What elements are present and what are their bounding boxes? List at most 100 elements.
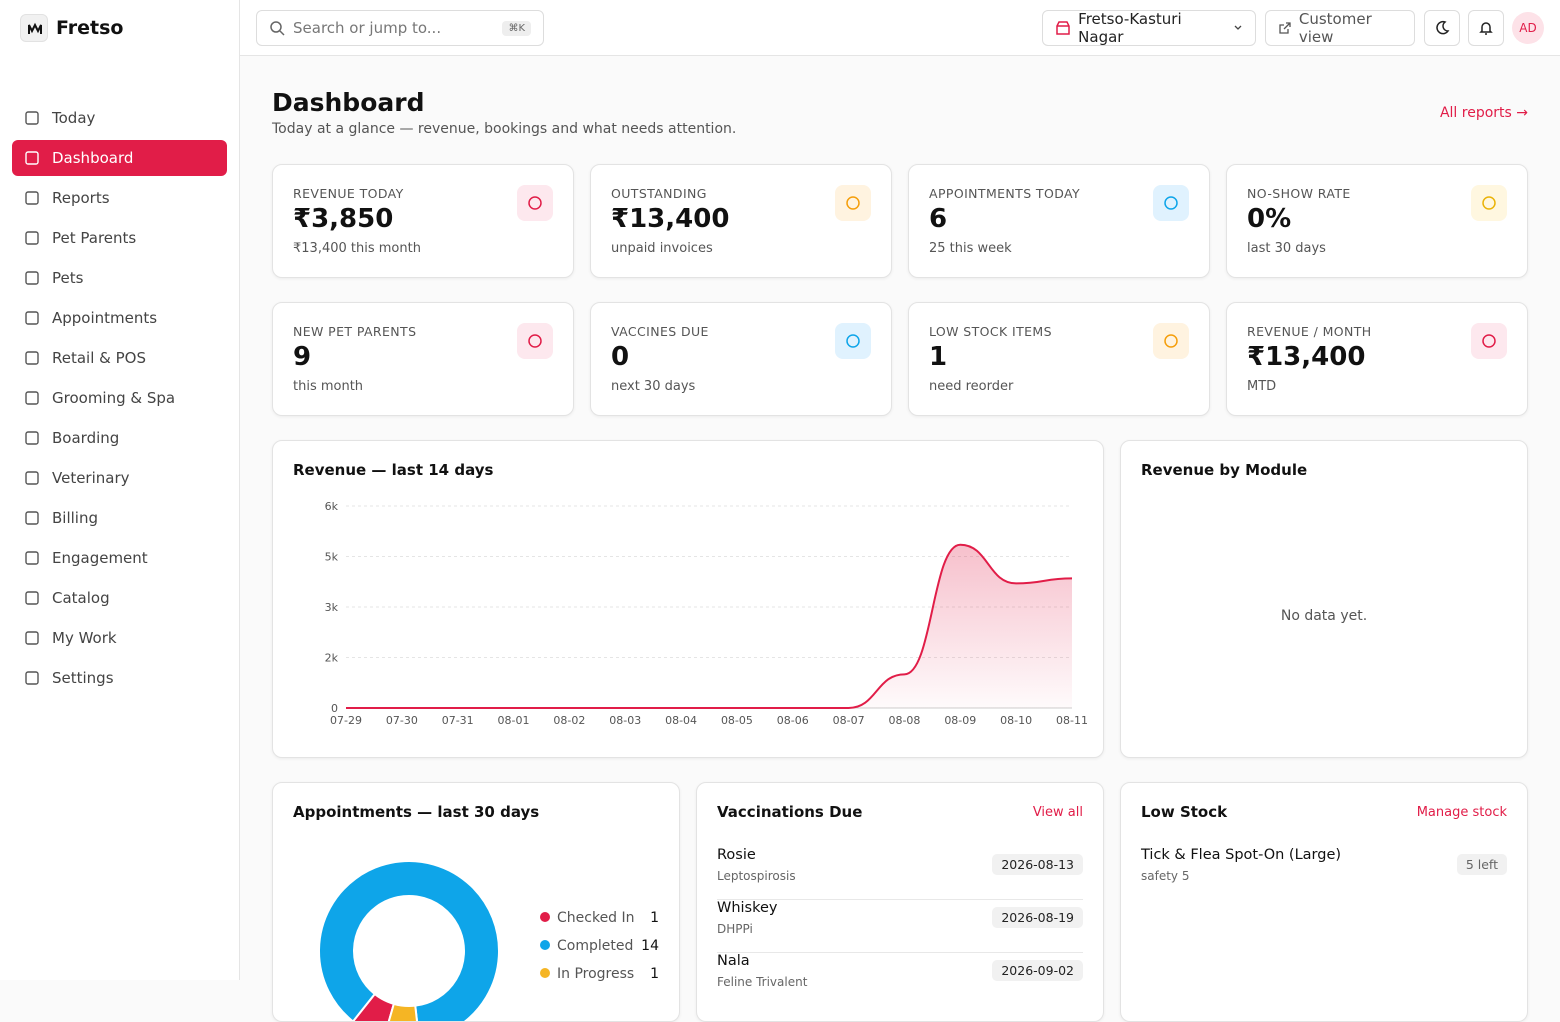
donut-slice — [318, 860, 500, 1021]
icon — [1164, 196, 1178, 210]
kpi-icon — [1153, 323, 1189, 359]
legend-label: Checked In — [557, 910, 635, 926]
nav-item[interactable]: My Work — [12, 620, 227, 656]
nav-item[interactable]: Grooming & Spa — [12, 380, 227, 416]
revenue-line — [345, 543, 1073, 709]
icon-shape — [1482, 334, 1496, 348]
kpi-label: APPOINTMENTS TODAY — [929, 186, 1081, 201]
theme-toggle[interactable] — [1424, 10, 1460, 46]
row-subtitle: Leptospirosis — [717, 869, 796, 883]
module-card: Revenue by Module No data yet. — [1120, 440, 1528, 758]
nav-icon — [25, 351, 39, 365]
customer-view[interactable]: Customer view — [1265, 10, 1415, 46]
card-title: Appointments — last 30 days — [293, 803, 540, 821]
nav-item[interactable]: Dashboard — [12, 140, 227, 176]
revenue-chart: 0 2k 3k 5k 6k 07-29 07-30 07-31 08-01 08-02 08-03 0… — [325, 500, 1088, 727]
row-subtitle: DHPPi — [717, 922, 753, 936]
nav-item[interactable]: Veterinary — [12, 460, 227, 496]
nav-icon — [25, 591, 39, 605]
search[interactable]: Search or jump to... ⌘K — [256, 10, 544, 46]
nav-icon — [25, 511, 39, 525]
kpi-card: VACCINES DUE 0 next 30 days — [590, 302, 892, 416]
legend-value: 1 — [650, 966, 659, 982]
nav-icon — [25, 151, 39, 165]
avatar[interactable]: AD — [1512, 12, 1544, 44]
kpi-card: LOW STOCK ITEMS 1 need reorder — [908, 302, 1210, 416]
row-badge: 2026-08-13 — [992, 854, 1083, 875]
x-tick-label: 08-11 — [1056, 714, 1088, 727]
nav-label: Catalog — [52, 589, 110, 607]
x-tick-label: 07-30 — [386, 714, 418, 727]
kpi-label: NO-SHOW RATE — [1247, 186, 1351, 201]
brand-name: Fretso — [56, 17, 124, 39]
logo — [20, 14, 48, 42]
manage-stock[interactable]: Manage stock — [1416, 805, 1507, 820]
nav-item[interactable]: Settings — [12, 660, 227, 696]
notifications[interactable] — [1468, 10, 1504, 46]
kpi-label: LOW STOCK ITEMS — [929, 324, 1052, 339]
kpi-icon — [1153, 185, 1189, 221]
nav-icon — [25, 431, 39, 445]
y-tick-label: 6k — [325, 500, 339, 513]
kpi-label: OUTSTANDING — [611, 186, 707, 201]
shortcut: ⌘K — [502, 20, 531, 36]
app: Fretso Today Dashboard Reports Pet Parents P… — [12, 0, 1560, 1022]
x-tick-label: 08-01 — [498, 714, 530, 727]
kpi-label: NEW PET PARENTS — [293, 324, 417, 339]
row-title: Rosie — [717, 847, 756, 863]
x-tick-label: 08-05 — [721, 714, 753, 727]
kpi-label: REVENUE / MONTH — [1247, 324, 1372, 339]
nav-item[interactable]: Boarding — [12, 420, 227, 456]
x-tick-label: 08-04 — [665, 714, 697, 727]
x-tick-label: 08-09 — [944, 714, 976, 727]
nav-item[interactable]: Today — [12, 100, 227, 136]
nav-item[interactable]: Catalog — [12, 580, 227, 616]
icon — [846, 196, 860, 210]
row-title: Whiskey — [717, 900, 778, 916]
appointments-chart: Checked In 1 Completed 14 In Progress 1 — [318, 860, 659, 1021]
location: Fretso-Kasturi Nagar — [1078, 10, 1182, 46]
nav-item[interactable]: Pets — [12, 260, 227, 296]
kpi-note: 25 this week — [929, 241, 1012, 256]
nav-item[interactable]: Reports — [12, 180, 227, 216]
row-badge: 5 left — [1456, 854, 1507, 875]
legend-label: Completed — [557, 938, 633, 954]
icon-shape — [25, 271, 39, 285]
kpi-label: REVENUE TODAY — [293, 186, 404, 201]
card-title: Revenue — last 14 days — [293, 461, 494, 479]
nav-item[interactable]: Engagement — [12, 540, 227, 576]
x-tick-label: 07-31 — [442, 714, 474, 727]
nav-item[interactable]: Billing — [12, 500, 227, 536]
y-tick-label: 3k — [325, 601, 339, 614]
kpi-note: ₹13,400 this month — [293, 241, 421, 256]
row-title: Tick & Flea Spot-On (Large) — [1141, 847, 1342, 863]
legend-swatch — [540, 968, 550, 978]
x-tick-label: 07-29 — [330, 714, 362, 727]
kpi-value: ₹3,850 — [293, 204, 394, 234]
nav-item[interactable]: Pet Parents — [12, 220, 227, 256]
topbar: Search or jump to... ⌘K Fretso-Kasturi N… — [240, 0, 1560, 56]
nav-icon — [25, 231, 39, 245]
icon — [1482, 196, 1496, 210]
bell-icon — [1479, 22, 1493, 35]
icon-shape — [846, 334, 860, 348]
kpi-card: NO-SHOW RATE 0% last 30 days — [1226, 164, 1528, 278]
chevron — [1234, 25, 1242, 30]
kpi-icon — [1471, 185, 1507, 221]
location-select[interactable]: Fretso-Kasturi Nagar — [1042, 10, 1256, 46]
kpi-icon — [517, 185, 553, 221]
view-all[interactable]: View all — [1032, 805, 1083, 820]
icon-shape — [25, 351, 39, 365]
legend-value: 14 — [641, 938, 659, 954]
kpi-icon — [835, 185, 871, 221]
search-placeholder: Search or jump to... — [293, 19, 442, 37]
nav-item[interactable]: Retail & POS — [12, 340, 227, 376]
kpi-icon — [835, 323, 871, 359]
icon-shape — [25, 511, 39, 525]
all-reports[interactable]: All reports → — [1439, 105, 1528, 121]
vaccinations-card: Vaccinations Due View all Rosie Leptospir… — [696, 782, 1104, 1022]
nav-label: Appointments — [52, 309, 158, 327]
search-icon — [270, 21, 285, 36]
nav-item[interactable]: Appointments — [12, 300, 227, 336]
nav-icon — [25, 471, 39, 485]
